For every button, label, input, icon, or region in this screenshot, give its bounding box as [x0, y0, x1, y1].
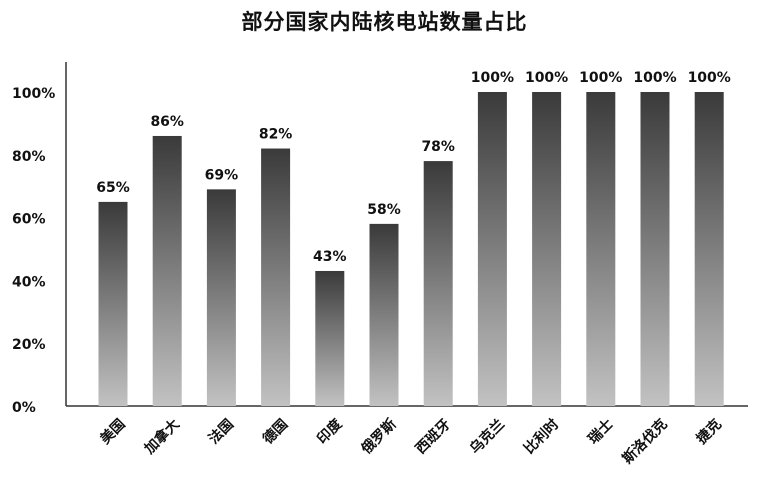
x-tick-label: 比利时: [520, 416, 562, 458]
data-label: 86%: [150, 114, 184, 130]
data-label: 100%: [471, 70, 514, 86]
bar: [640, 92, 670, 406]
data-label: 65%: [96, 180, 130, 196]
y-tick-label: 80%: [12, 149, 46, 165]
x-tick-label: 斯洛伐克: [619, 416, 671, 468]
x-tick-label: 加拿大: [140, 416, 182, 458]
x-tick-label: 印度: [314, 415, 347, 448]
bar: [206, 189, 236, 406]
x-tick-label: 瑞士: [585, 416, 617, 448]
x-tick-label: 捷克: [693, 416, 725, 448]
y-tick-label: 40%: [12, 274, 46, 290]
bar: [694, 92, 724, 406]
x-tick-label: 乌克兰: [466, 416, 508, 458]
bar: [477, 92, 507, 406]
data-label: 100%: [579, 70, 622, 86]
y-tick-label: 0%: [12, 400, 36, 416]
bar: [532, 92, 562, 406]
x-tick-label: 德国: [259, 416, 291, 448]
data-label: 100%: [688, 70, 731, 86]
bar: [261, 148, 291, 406]
y-tick-label: 60%: [12, 212, 46, 228]
bar: [152, 135, 182, 406]
data-label: 78%: [421, 139, 455, 155]
data-label: 100%: [525, 70, 568, 86]
data-label: 82%: [259, 127, 293, 143]
data-label: 58%: [367, 202, 401, 218]
chart-title: 部分国家内陆核电站数量占比: [241, 10, 528, 34]
bar: [369, 223, 399, 406]
x-tick-label: 法国: [205, 416, 237, 448]
bar: [423, 161, 453, 406]
data-label: 43%: [313, 249, 347, 265]
y-tick-label: 100%: [12, 86, 55, 102]
data-label: 100%: [633, 70, 676, 86]
data-label: 69%: [205, 167, 239, 183]
x-tick-label: 西班牙: [412, 416, 454, 458]
x-tick-label: 美国: [97, 416, 129, 448]
y-tick-label: 20%: [12, 337, 46, 353]
bar: [315, 270, 345, 406]
bar: [586, 92, 616, 406]
bar: [98, 201, 128, 406]
x-tick-label: 俄罗斯: [357, 416, 399, 458]
